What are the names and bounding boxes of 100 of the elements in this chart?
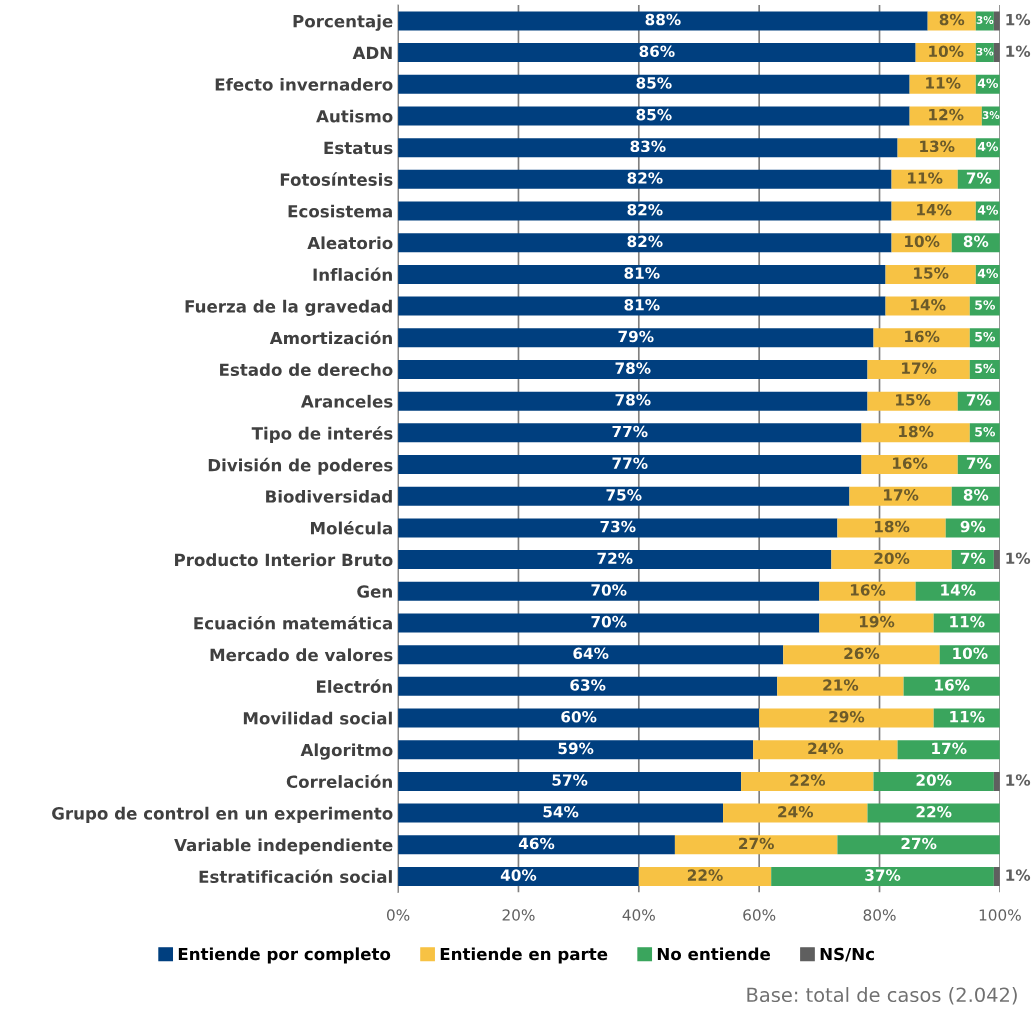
data-label: 29% (829, 710, 865, 723)
data-label: 72% (597, 552, 633, 565)
bar (861, 423, 970, 443)
data-label: 37% (865, 869, 901, 881)
data-label: 24% (808, 742, 844, 755)
data-label: 19% (859, 615, 895, 628)
y-tick-label: Molécula (311, 520, 392, 535)
bar (837, 835, 1000, 855)
data-label: 16% (850, 584, 886, 596)
data-label: 5% (975, 363, 996, 374)
x-tick-label: 100% (979, 909, 1021, 921)
legend-label: NS/Nc (820, 947, 874, 962)
bar (398, 550, 832, 570)
bar (398, 676, 778, 696)
data-label: 85% (636, 77, 672, 89)
data-label: 57% (552, 774, 588, 786)
y-tick-label: Efecto invernadero (215, 77, 393, 91)
bar (831, 550, 952, 570)
data-label: 1% (1006, 869, 1031, 881)
data-label: 4% (977, 268, 999, 279)
bar (753, 740, 898, 760)
data-label: 7% (966, 394, 992, 406)
bar (398, 771, 742, 791)
text: Base: total de casos (2.042) (747, 987, 1017, 1005)
y-tick-label: Electrón (316, 679, 392, 693)
data-label: 16% (935, 679, 970, 691)
data-label: 3% (976, 47, 994, 56)
data-label: 5% (975, 331, 996, 342)
y-tick-label: Algoritmo (300, 743, 393, 760)
y-tick-label: División de poderes (208, 457, 393, 475)
data-label: 60% (561, 710, 597, 723)
data-label: 14% (941, 584, 976, 596)
data-label: 17% (932, 742, 967, 755)
bar (398, 296, 886, 316)
data-label: 3% (982, 111, 1000, 119)
bar (398, 581, 820, 601)
data-label: 5% (975, 427, 996, 437)
x-tick-label: 20% (502, 909, 535, 921)
data-label: 82% (627, 203, 663, 216)
bar (398, 613, 820, 633)
bar (674, 835, 838, 855)
y-tick-label: Inflación (313, 267, 392, 281)
data-label: 18% (875, 520, 910, 533)
y-tick-label: Variable independiente (174, 838, 393, 855)
bar (723, 803, 868, 823)
data-label: 3% (976, 16, 994, 24)
y-tick-label: Biodiversidad (266, 489, 392, 503)
data-label: 63% (570, 679, 606, 691)
data-label: 40% (500, 869, 537, 881)
data-label: 4% (977, 205, 999, 215)
bar (867, 391, 958, 411)
data-label: 27% (901, 837, 937, 850)
data-label: 14% (911, 298, 946, 311)
bar (398, 645, 784, 665)
bar (873, 771, 994, 791)
data-label: 59% (558, 742, 594, 755)
data-label: 10% (905, 235, 940, 248)
data-label: 17% (902, 362, 937, 374)
bar (398, 201, 892, 221)
y-tick-label: ADN (352, 46, 392, 59)
data-label: 10% (953, 647, 988, 660)
data-label: 8% (963, 489, 989, 501)
bar (398, 43, 916, 63)
data-label: 81% (624, 298, 660, 311)
bar (398, 708, 760, 728)
data-label: 78% (615, 362, 651, 374)
data-label: 70% (591, 615, 627, 628)
data-label: 1% (1006, 13, 1031, 26)
bar (867, 359, 970, 379)
data-label: 18% (899, 425, 934, 438)
data-label: 26% (844, 647, 880, 660)
y-tick-label: Ecuación matemática (194, 615, 392, 630)
data-label: 17% (884, 489, 919, 501)
data-label: 9% (960, 520, 986, 533)
data-label: 7% (966, 457, 992, 469)
bar (398, 138, 898, 158)
data-label: 78% (615, 394, 651, 406)
data-label: 11% (908, 172, 943, 184)
bar (771, 866, 994, 886)
data-label: 82% (627, 172, 663, 184)
y-tick-label: Aleatorio (307, 236, 393, 250)
y-tick-label: Grupo de control en un experimento (52, 806, 393, 823)
y-tick-label: Gen (357, 585, 392, 598)
data-label: 22% (687, 869, 723, 881)
data-label: 46% (518, 837, 555, 850)
y-tick-label: Mercado de valores (210, 648, 393, 662)
x-tick-label: 40% (622, 909, 655, 921)
y-tick-label: Fuerza de la gravedad (185, 299, 392, 317)
data-label: 11% (950, 615, 985, 628)
y-tick-label: Correlación (286, 774, 392, 788)
y-tick-label: Aranceles (300, 394, 393, 408)
data-label: 54% (543, 805, 579, 818)
data-label: 15% (914, 267, 949, 279)
data-label: 5% (975, 300, 996, 310)
data-label: 77% (612, 425, 648, 438)
bar (398, 359, 868, 379)
data-label: 1% (1006, 552, 1031, 565)
y-tick-label: Estado de derecho (220, 363, 393, 377)
bar (638, 866, 772, 886)
data-label: 14% (917, 203, 952, 216)
